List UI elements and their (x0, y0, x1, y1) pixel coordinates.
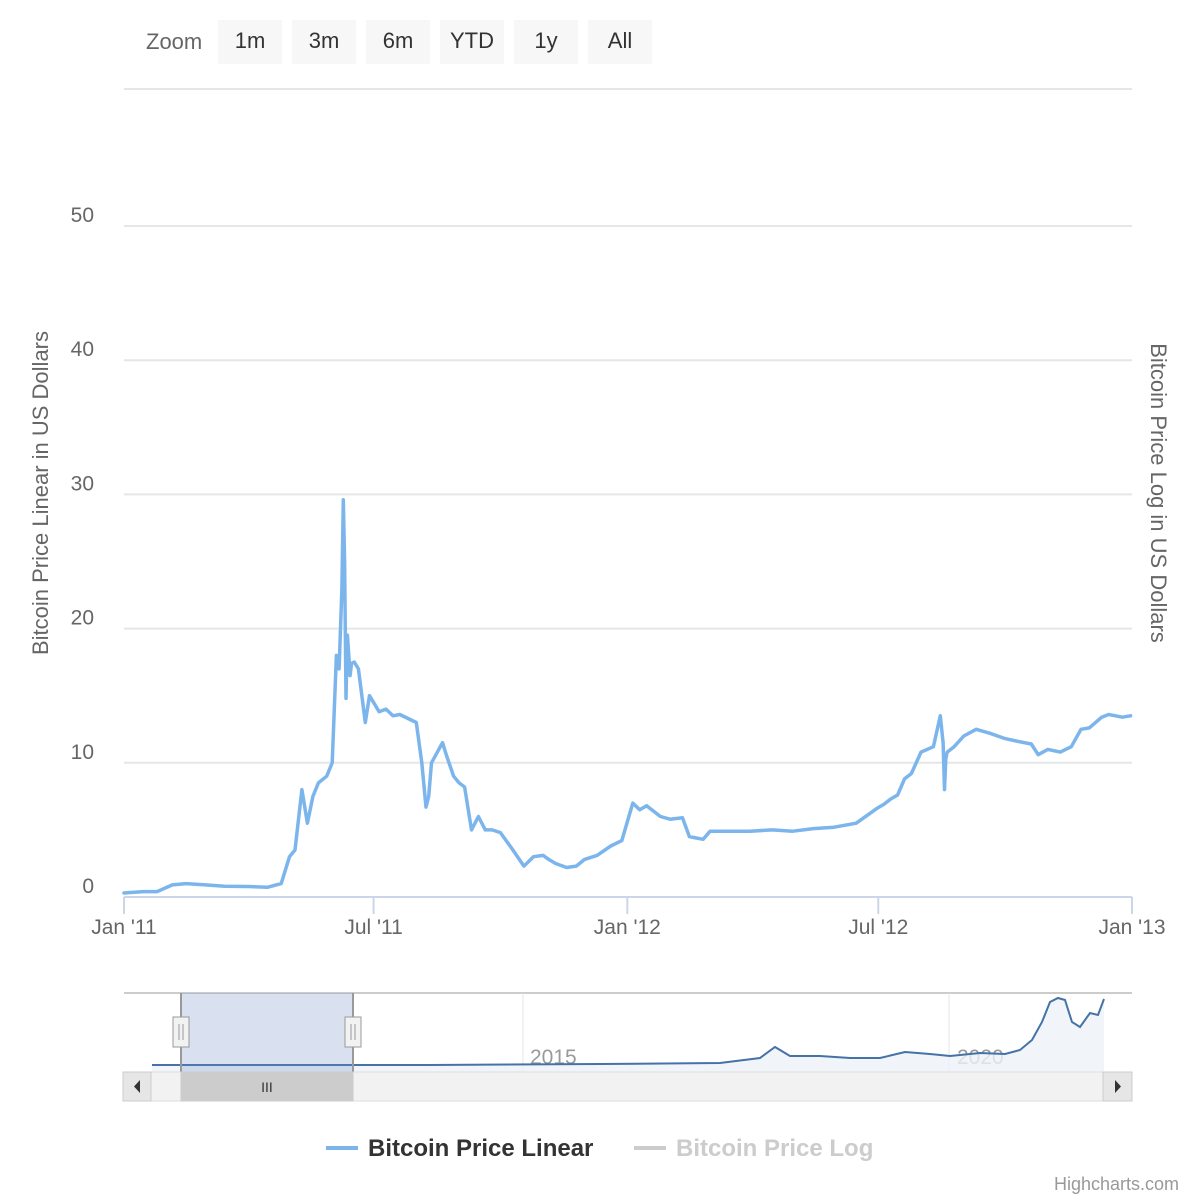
zoom-button-1y-bg[interactable] (514, 20, 578, 64)
navigator-area (152, 998, 1104, 1072)
x-tick-label: Jul '12 (848, 916, 908, 939)
zoom-button-all[interactable]: All (588, 20, 652, 64)
zoom-button-1m-label[interactable]: 1m (235, 28, 266, 53)
zoom-button-3m-bg[interactable] (292, 20, 356, 64)
zoom-button-1y[interactable]: 1y (514, 20, 578, 64)
legend-item-bitcoin-price-linear[interactable]: Bitcoin Price Linear (326, 1135, 593, 1162)
navigator-right-handle[interactable] (344, 1016, 362, 1048)
zoom-button-6m[interactable]: 6m (366, 20, 430, 64)
navigator-series-line (152, 996, 1105, 1066)
x-tick-label: Jan '13 (1098, 916, 1165, 939)
navigator-right-handle-body[interactable] (344, 1016, 362, 1048)
legend-label-linear[interactable]: Bitcoin Price Linear (368, 1135, 593, 1162)
scrollbar-thumb-bg[interactable] (180, 1071, 354, 1102)
zoom-button-6m-label[interactable]: 6m (383, 28, 414, 53)
chevron-right-icon (1115, 1080, 1121, 1093)
navigator-left-handle-body[interactable] (172, 1016, 190, 1048)
y-tick-label: 10 (71, 741, 94, 764)
y-tick-label: 40 (71, 338, 94, 361)
zoom-button-ytd[interactable]: YTD (440, 20, 504, 64)
y-tick-label: 0 (82, 875, 94, 898)
scrollbar-right-button[interactable] (1102, 1071, 1133, 1102)
y-tick-label: 20 (71, 607, 94, 630)
scrollbar-thumb-grip: III (261, 1079, 273, 1095)
zoom-button-3m[interactable]: 3m (292, 20, 356, 64)
y-axis-ticks: 0 10 20 30 40 50 (71, 204, 94, 898)
scrollbar-left-button[interactable] (122, 1071, 152, 1102)
zoom-button-1m[interactable]: 1m (218, 20, 282, 64)
zoom-button-all-label[interactable]: All (608, 28, 632, 53)
x-tick-label: Jul '11 (344, 916, 403, 939)
scrollbar-thumb[interactable]: III (180, 1071, 354, 1102)
zoom-button-ytd-bg[interactable] (440, 20, 504, 64)
x-axis-ticks: Jan '11 Jul '11 Jan '12 Jul '12 Jan '13 (91, 897, 1166, 939)
gridlines (124, 88, 1132, 764)
range-selector: Zoom 1m 3m 6m YTD 1y All (146, 20, 652, 64)
y-axis-title-left: Bitcoin Price Linear in US Dollars (28, 331, 53, 655)
navigator-left-handle[interactable] (172, 1016, 190, 1048)
x-tick-label: Jan '11 (91, 916, 157, 939)
zoom-label: Zoom (146, 29, 202, 54)
legend-label-log[interactable]: Bitcoin Price Log (676, 1135, 873, 1162)
legend: Bitcoin Price Linear Bitcoin Price Log (326, 1135, 873, 1162)
zoom-button-1m-bg[interactable] (218, 20, 282, 64)
zoom-button-all-bg[interactable] (588, 20, 652, 64)
x-tick-label: Jan '12 (594, 916, 661, 939)
zoom-button-1y-label[interactable]: 1y (534, 28, 557, 53)
series-group (122, 498, 1133, 895)
y-tick-label: 30 (71, 472, 94, 495)
zoom-button-6m-bg[interactable] (366, 20, 430, 64)
y-tick-label: 50 (71, 204, 94, 227)
legend-item-bitcoin-price-log[interactable]: Bitcoin Price Log (634, 1135, 873, 1162)
credits-link[interactable]: Highcharts.com (1054, 1174, 1179, 1194)
scrollbar-left-button-bg[interactable] (122, 1071, 152, 1102)
y-axis-title-right: Bitcoin Price Log in US Dollars (1146, 343, 1171, 643)
chevron-left-icon (134, 1080, 140, 1093)
zoom-button-ytd-label[interactable]: YTD (450, 28, 494, 53)
scrollbar[interactable]: III (122, 1071, 1133, 1102)
series-line-bitcoin-price-linear[interactable] (122, 498, 1133, 895)
zoom-button-3m-label[interactable]: 3m (309, 28, 340, 53)
